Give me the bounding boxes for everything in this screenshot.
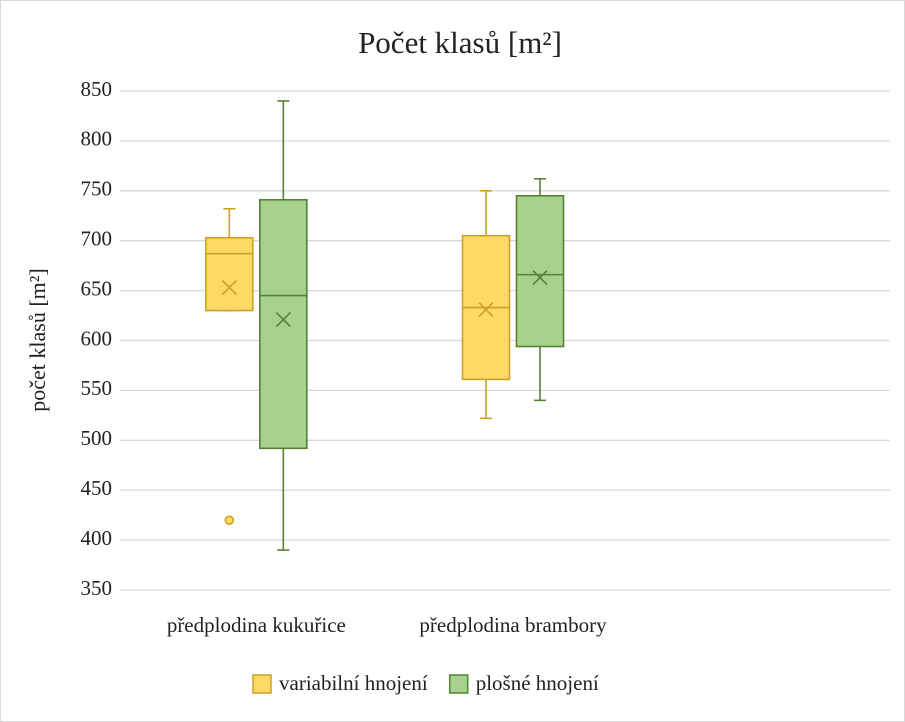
mean-marker: [478, 301, 494, 318]
y-tick-label: 550: [81, 376, 113, 400]
y-tick-label: 400: [81, 526, 113, 550]
legend-label: variabilní hnojení: [279, 671, 428, 695]
legend-swatch: [252, 674, 272, 694]
mean-marker: [275, 311, 291, 328]
x-tick-label: předplodina kukuřice: [167, 613, 346, 637]
y-tick-label: 350: [81, 576, 113, 600]
box: [515, 194, 565, 348]
legend-swatch: [448, 674, 469, 694]
y-tick-label: 800: [81, 127, 113, 151]
y-tick-label: 750: [81, 177, 113, 201]
y-tick-label: 700: [81, 227, 113, 251]
box: [205, 236, 254, 312]
box: [259, 198, 308, 450]
y-tick-label: 850: [81, 77, 113, 101]
y-axis-label: počet klasů [m²]: [25, 268, 50, 411]
y-tick-label: 450: [81, 476, 113, 500]
outlier: [224, 515, 235, 525]
mean-marker: [221, 280, 237, 296]
y-tick-label: 650: [81, 276, 113, 300]
y-tick-label: 500: [81, 426, 113, 450]
y-tick-label: 600: [81, 326, 113, 350]
legend-label: plošné hnojení: [476, 671, 599, 695]
chart-title: Počet klasů [m²]: [358, 25, 562, 60]
x-tick-label: předplodina brambory: [419, 613, 607, 637]
mean-marker: [532, 270, 548, 286]
